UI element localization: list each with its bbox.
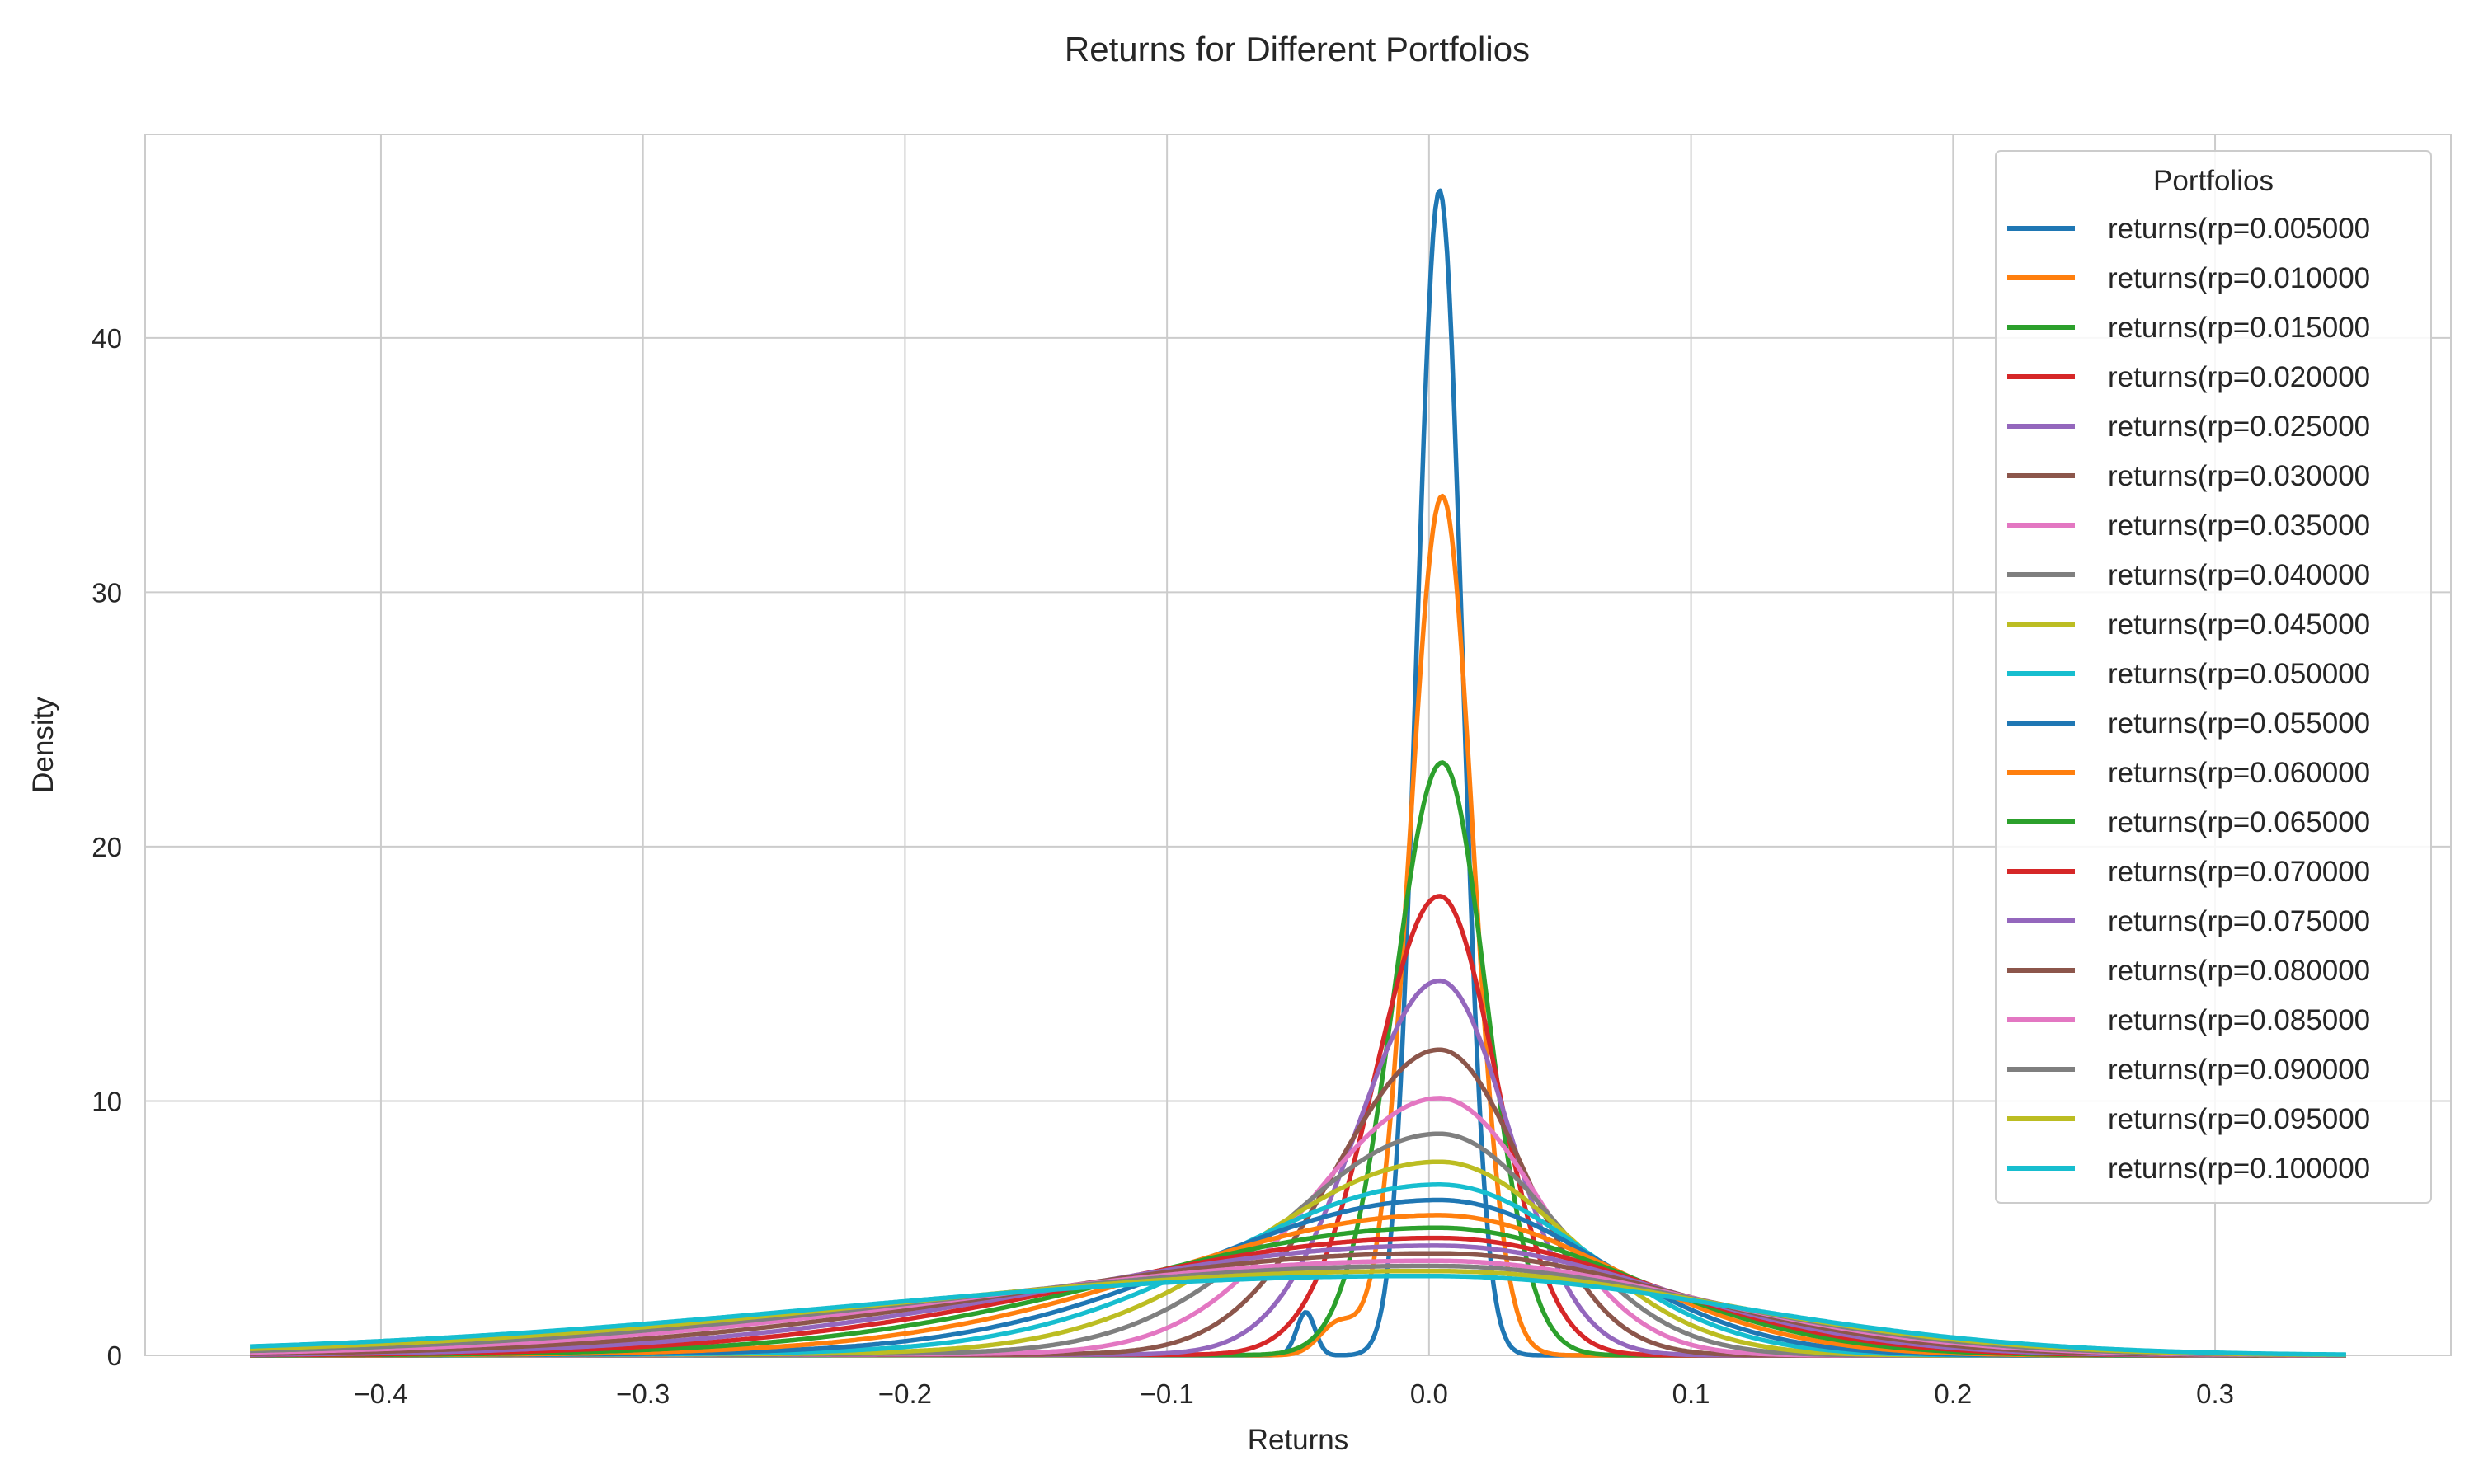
legend-label: returns(rp=0.095000 [2108, 1103, 2370, 1135]
chart-title: Returns for Different Portfolios [1065, 30, 1530, 68]
legend-label: returns(rp=0.020000 [2108, 361, 2370, 393]
x-tick-label: −0.3 [616, 1378, 670, 1409]
legend-label: returns(rp=0.015000 [2108, 312, 2370, 344]
legend-label: returns(rp=0.060000 [2108, 757, 2370, 789]
series-layer [250, 188, 2346, 1358]
x-tick-label: −0.2 [878, 1378, 932, 1409]
legend-label: returns(rp=0.005000 [2108, 213, 2370, 245]
y-tick-label: 0 [107, 1341, 122, 1371]
legend-label: returns(rp=0.025000 [2108, 411, 2370, 443]
legend-label: returns(rp=0.055000 [2108, 707, 2370, 740]
y-axis-ticks: 0 10 20 30 40 [92, 323, 122, 1371]
legend-label: returns(rp=0.085000 [2108, 1004, 2370, 1036]
legend: Portfolios returns(rp=0.005000returns(rp… [1995, 150, 2432, 1204]
legend-title: Portfolios [2153, 165, 2274, 197]
x-tick-label: −0.1 [1141, 1378, 1194, 1409]
legend-label: returns(rp=0.010000 [2108, 262, 2370, 294]
legend-label: returns(rp=0.065000 [2108, 806, 2370, 838]
legend-label: returns(rp=0.045000 [2108, 608, 2370, 641]
y-tick-label: 40 [92, 323, 122, 354]
y-tick-label: 20 [92, 832, 122, 862]
x-axis-ticks: −0.4 −0.3 −0.2 −0.1 0.0 0.1 0.2 0.3 [354, 1378, 2234, 1409]
series-line [250, 1273, 2346, 1357]
y-tick-label: 30 [92, 577, 122, 608]
legend-label: returns(rp=0.050000 [2108, 658, 2370, 690]
legend-label: returns(rp=0.040000 [2108, 559, 2370, 591]
legend-label: returns(rp=0.080000 [2108, 955, 2370, 987]
x-tick-label: 0.3 [2196, 1378, 2234, 1409]
legend-label: returns(rp=0.030000 [2108, 460, 2370, 492]
legend-label: returns(rp=0.075000 [2108, 905, 2370, 937]
plot-frame [144, 134, 2452, 1356]
x-tick-label: 0.2 [1934, 1378, 1972, 1409]
legend-label: returns(rp=0.100000 [2108, 1153, 2370, 1185]
legend-entries: returns(rp=0.005000 returns(rp=0.010000 re… [2007, 213, 2370, 1185]
legend-box [1995, 150, 2432, 1204]
legend-label: returns(rp=0.070000 [2108, 856, 2370, 888]
x-tick-label: 0.0 [1410, 1378, 1448, 1409]
x-axis-label: Returns [1248, 1424, 1349, 1456]
x-tick-label: 0.1 [1672, 1378, 1710, 1409]
legend-label: returns(rp=0.035000 [2108, 510, 2370, 542]
y-tick-label: 10 [92, 1086, 122, 1116]
x-tick-label: −0.4 [354, 1378, 407, 1409]
y-axis-label: Density [27, 697, 59, 793]
legend-label: returns(rp=0.090000 [2108, 1054, 2370, 1086]
